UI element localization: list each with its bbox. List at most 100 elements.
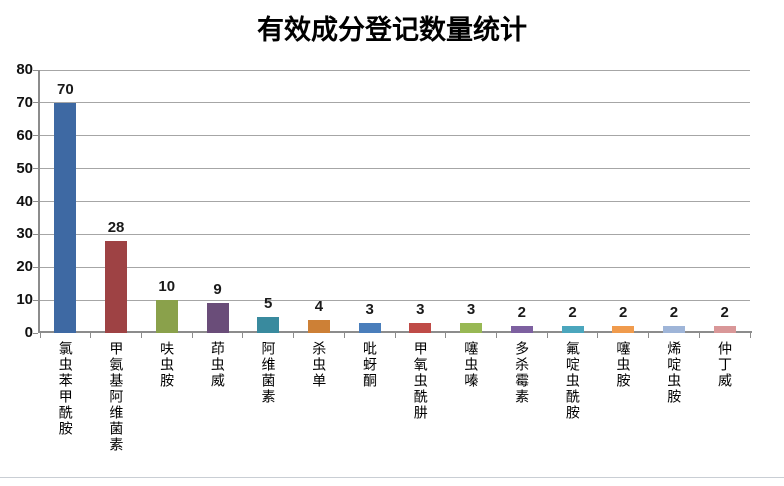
x-axis-tick [191,333,193,338]
category-label-cell: 杀虫单 [294,341,345,481]
bar-value-label: 5 [264,294,273,312]
y-axis-line [38,70,40,333]
gridline [40,201,750,202]
y-tick-label: 10 [16,291,33,309]
bar-value-label: 4 [314,297,324,315]
bar [307,319,330,333]
bar-value-label: 10 [158,278,176,296]
y-axis-tick [33,201,38,202]
x-axis-tick [546,333,548,338]
gridline [40,266,750,268]
bar [409,323,432,333]
category-label: 吡蚜酮 [361,341,378,389]
y-tick-label: 60 [16,126,33,144]
y-tick-label: 70 [16,93,33,111]
x-axis-line [38,331,752,333]
bar [206,303,229,333]
category-label-cell: 氯虫苯甲酰胺 [40,341,91,481]
category-label: 杀虫单 [311,341,328,389]
category-label-cell: 烯啶虫胺 [649,341,700,481]
y-axis-tick [33,102,38,104]
chart-title: 有效成分登记数量统计 [257,15,527,45]
category-label: 噻虫嗪 [463,341,480,389]
bar-value-label: 2 [669,304,679,322]
y-tick-label: 0 [24,324,33,341]
bar-value-label: 2 [517,304,526,322]
category-label-cell: 仲丁威 [699,341,750,481]
bar-value-label: 9 [213,281,222,299]
bar [358,323,381,333]
category-label-cell: 茚虫威 [192,341,243,481]
x-axis-tick [394,333,396,338]
category-label: 烯啶虫胺 [666,341,683,405]
bar [155,300,178,333]
y-axis-tick [33,69,38,71]
x-axis-tick [445,333,447,338]
category-label: 茚虫威 [209,341,226,389]
gridline [40,168,750,170]
bar-value-label: 2 [568,304,577,322]
y-tick-label: 30 [16,225,33,243]
bar [561,326,584,333]
bar [612,326,635,333]
x-axis-tick [293,333,295,338]
y-axis-tick [33,233,38,235]
category-label-cell: 氟啶虫酰胺 [547,341,598,481]
category-label: 阿维菌素 [260,341,277,405]
bar-value-label: 3 [466,301,476,319]
bar [54,102,77,333]
bar [460,323,483,333]
x-axis-tick [698,333,700,338]
bar [257,316,280,333]
bar-value-label: 3 [416,301,425,319]
x-axis-tick [749,333,751,338]
category-label: 多杀霉素 [514,341,531,405]
x-axis-tick [90,333,92,338]
bar [510,326,533,333]
category-label-cell: 甲氧虫酰肼 [395,341,446,481]
y-tick-label: 50 [16,159,33,177]
bar-value-label: 3 [365,301,374,319]
y-tick-label: 20 [16,258,33,276]
category-label: 甲氨基阿维菌素 [108,341,125,453]
category-label: 甲氧虫酰肼 [412,341,429,421]
y-axis-tick [33,135,38,137]
category-label: 氟啶虫酰胺 [564,341,581,421]
category-label: 氯虫苯甲酰胺 [57,341,74,437]
category-label: 呋虫胺 [159,341,176,389]
category-label-cell: 多杀霉素 [496,341,547,481]
y-axis-tick [33,299,38,301]
gridline [40,102,750,104]
gridline [40,233,750,235]
bar-value-label: 2 [720,304,729,322]
bar [662,326,685,333]
y-axis-tick [33,332,38,334]
gridline [40,135,750,137]
category-label-cell: 吡蚜酮 [344,341,395,481]
y-axis-tick [33,168,38,170]
bottom-divider [0,477,784,478]
category-label-cell: 噻虫嗪 [446,341,497,481]
gridline [40,69,750,71]
gridline [40,299,750,301]
y-tick-label: 40 [16,192,33,210]
x-axis-tick [242,333,244,338]
x-axis-tick [39,333,41,338]
category-label-cell: 甲氨基阿维菌素 [91,341,142,481]
bar [105,240,128,333]
x-axis-tick [343,333,345,338]
x-axis-tick [140,333,142,338]
y-tick-label: 80 [16,61,33,78]
bar-value-label: 28 [107,218,125,236]
category-label-cell: 呋虫胺 [141,341,192,481]
bar-value-label: 2 [619,304,628,322]
x-axis-tick [597,333,599,338]
x-axis-tick [648,333,650,338]
category-label-cell: 噻虫胺 [598,341,649,481]
category-axis-labels: 氯虫苯甲酰胺 甲氨基阿维菌素 呋虫胺 茚虫威 阿维菌素 杀虫单 吡蚜酮 甲氧虫酰肼 噻虫嗪 多杀霉… [40,341,750,481]
bar [713,326,736,333]
category-label: 噻虫胺 [615,341,632,389]
plot-area: 70 28 10 9 5 4 3 3 3 2 2 2 2 2 [40,69,750,333]
category-label: 仲丁威 [716,341,733,389]
